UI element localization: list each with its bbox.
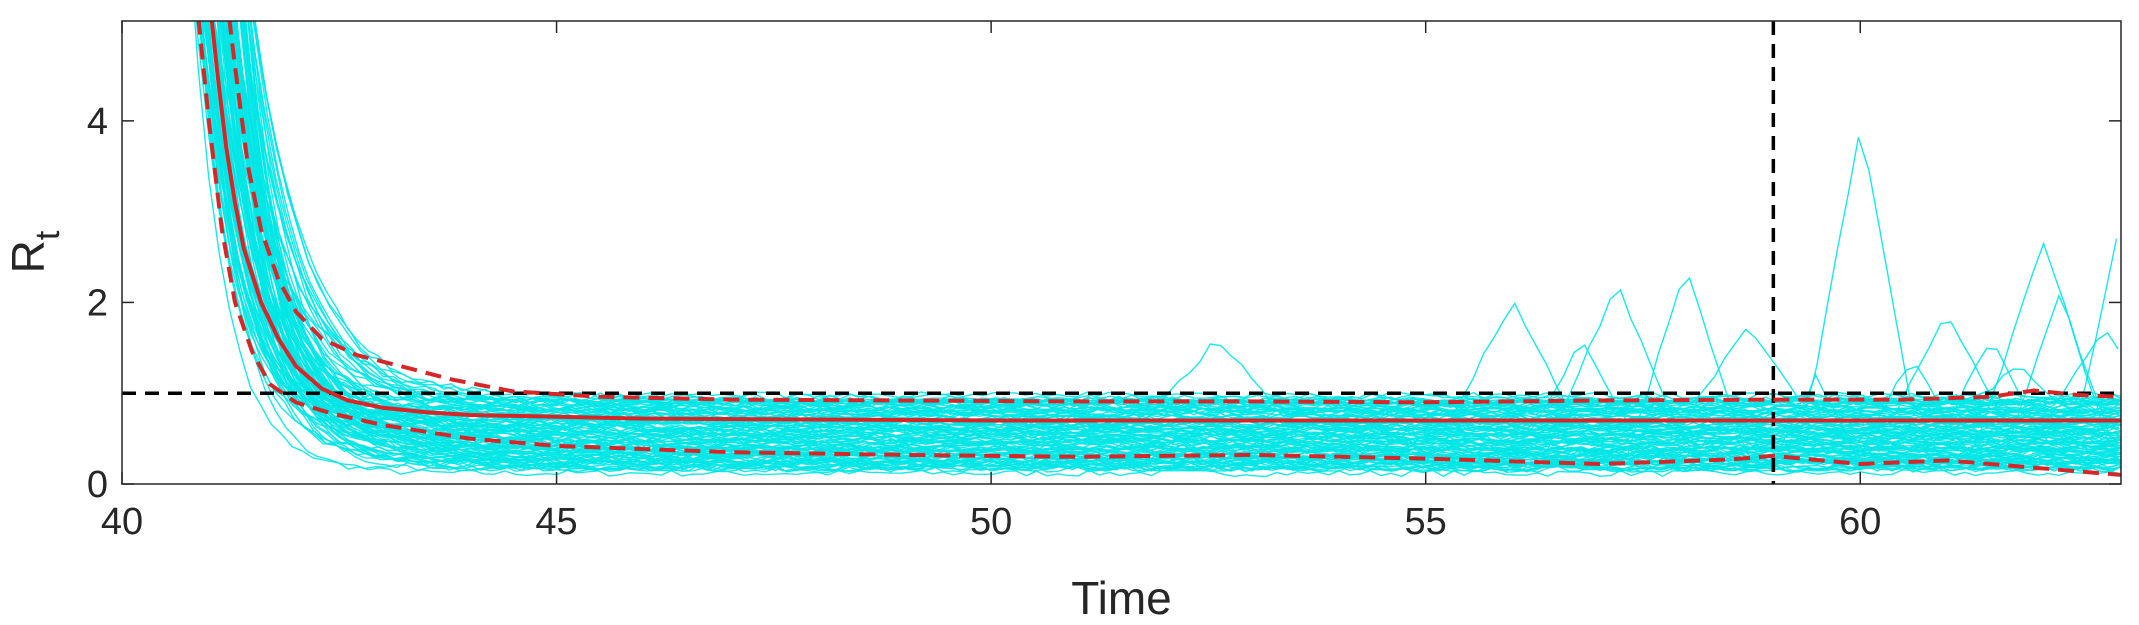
x-tick-label: 40 [101, 501, 143, 543]
sample-trajectory [234, 21, 2119, 416]
x-tick-label: 60 [1839, 501, 1881, 543]
mean-line [209, 21, 2121, 423]
x-tick-label: 55 [1405, 501, 1447, 543]
axes-box [121, 20, 2122, 485]
sample-trajectory [244, 21, 2121, 441]
sample-trajectory [240, 21, 2119, 432]
upper-bound-line [227, 21, 2121, 405]
sample-trajectories [194, 21, 2121, 478]
sample-trajectory [226, 21, 2118, 408]
sample-trajectory [236, 21, 2118, 472]
x-axis-title: Time [1071, 572, 1172, 624]
y-axis-title-subscript: t [29, 230, 67, 240]
plot-area [122, 21, 2121, 484]
sample-trajectory [223, 21, 2121, 452]
y-axis-title: Rt [2, 230, 67, 273]
x-tick-label: 45 [535, 501, 577, 543]
reference-lines [122, 21, 2121, 484]
sample-trajectory [221, 21, 2121, 471]
svg-text:Rt: Rt [2, 230, 67, 273]
y-tick-label: 0 [87, 464, 108, 506]
y-tick-label: 2 [87, 282, 108, 324]
sample-trajectory [225, 21, 2116, 472]
y-tick-label: 4 [87, 101, 108, 143]
y-axis-title-main: R [2, 240, 54, 273]
axis-ticks: 40 45 50 55 60 0 2 4 [87, 21, 2121, 543]
x-tick-label: 50 [970, 501, 1012, 543]
series-lines [196, 21, 2121, 477]
